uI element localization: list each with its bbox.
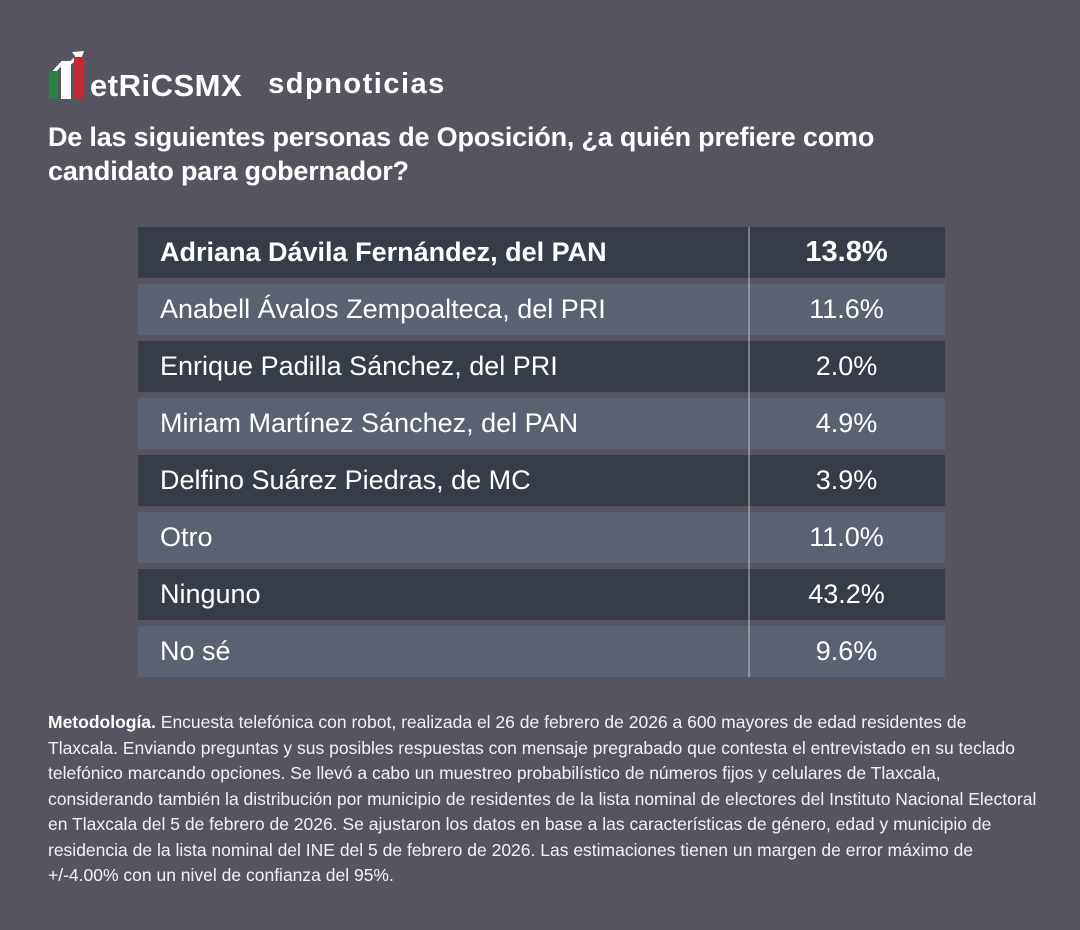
- logo-text: etRiCSMX: [90, 67, 243, 103]
- metricsmx-logo: etRiCSMX: [48, 50, 243, 103]
- result-percentage: 13.8%: [805, 236, 888, 268]
- candidate-name: Anabell Ávalos Zempoalteca, del PRI: [160, 294, 606, 324]
- table-row: Enrique Padilla Sánchez, del PRI 2.0%: [138, 341, 945, 392]
- candidate-name: Ninguno: [160, 579, 261, 609]
- partner-logo-text: sdpnoticias: [268, 68, 446, 101]
- candidate-name: Enrique Padilla Sánchez, del PRI: [160, 351, 558, 381]
- candidate-name: Miriam Martínez Sánchez, del PAN: [160, 408, 579, 438]
- result-percentage: 43.2%: [808, 579, 885, 609]
- results-table: Adriana Dávila Fernández, del PAN 13.8% An…: [138, 227, 945, 677]
- candidate-name: Otro: [160, 522, 213, 552]
- candidate-name: Adriana Dávila Fernández, del PAN: [160, 237, 607, 267]
- table-row: Delfino Suárez Piedras, de MC 3.9%: [138, 455, 945, 506]
- table-row: Otro 11.0%: [138, 512, 945, 563]
- result-percentage: 4.9%: [815, 408, 878, 438]
- result-percentage: 2.0%: [815, 351, 878, 381]
- column-divider-line: [748, 227, 750, 677]
- result-percentage: 11.6%: [809, 294, 884, 324]
- methodology-text: Metodología. Encuesta telefónica con rob…: [48, 710, 1040, 889]
- table-row: Adriana Dávila Fernández, del PAN 13.8%: [138, 227, 945, 278]
- result-percentage: 9.6%: [815, 636, 878, 666]
- candidate-name: Delfino Suárez Piedras, de MC: [160, 465, 531, 495]
- table-row: No sé 9.6%: [138, 626, 945, 677]
- poll-question-title: De las siguientes personas de Oposición,…: [48, 122, 875, 186]
- table-row: Anabell Ávalos Zempoalteca, del PRI 11.6%: [138, 284, 945, 335]
- methodology-body: Encuesta telefónica con robot, realizada…: [48, 712, 1037, 885]
- brand-header: etRiCSMX sdpnoticias: [48, 50, 446, 103]
- table-row: Miriam Martínez Sánchez, del PAN 4.9%: [138, 398, 945, 449]
- candidate-name: No sé: [160, 636, 231, 666]
- result-percentage: 3.9%: [815, 465, 878, 495]
- trend-bars-icon: [49, 51, 84, 99]
- methodology-label: Metodología.: [48, 712, 156, 732]
- table-row: Ninguno 43.2%: [138, 569, 945, 620]
- result-percentage: 11.0%: [809, 522, 884, 552]
